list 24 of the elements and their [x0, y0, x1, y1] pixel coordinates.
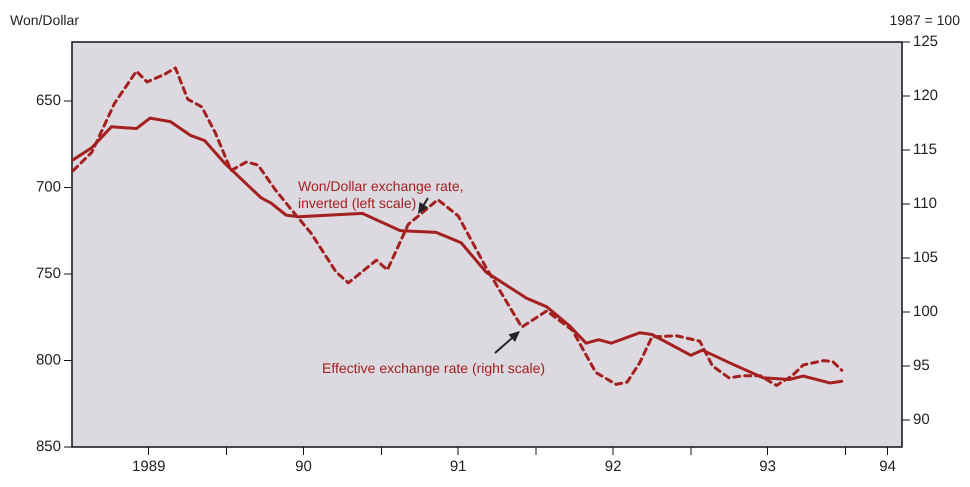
y2-axis-title: 1987 = 100	[890, 12, 960, 29]
line-series	[72, 66, 844, 387]
y2-tick-label: 100	[913, 303, 938, 320]
x-tick-label: 1989	[132, 458, 166, 476]
x-tick-label: 92	[604, 458, 622, 476]
x-tick-label: 91	[450, 458, 467, 476]
text: Effective exchange rate (right scale)	[322, 360, 546, 377]
y2-tick-label: 115	[913, 141, 937, 158]
y-tick-label: 750	[36, 265, 61, 282]
y-tick-label: 800	[36, 352, 61, 369]
x-tick-label: 94	[879, 458, 896, 476]
x-tick-label: 90	[295, 458, 312, 476]
y-tick-label: 650	[36, 92, 61, 109]
y2-tick-label: 125	[913, 33, 938, 50]
y-tick-label: 700	[36, 178, 61, 196]
y2-tick-label: 110	[913, 195, 937, 212]
y2-tick-label: 90	[913, 411, 930, 428]
y2-tick-label: 95	[913, 357, 930, 374]
y-axis-title: Won/Dollar	[10, 12, 79, 29]
y-tick-label: 850	[36, 438, 61, 456]
x-tick-label: 93	[759, 458, 776, 476]
y2-tick-label: 120	[913, 87, 938, 104]
y2-tick-label: 105	[913, 249, 938, 266]
series-label: Won/Dollar exchange rate, inverted (left scale)	[298, 178, 464, 212]
